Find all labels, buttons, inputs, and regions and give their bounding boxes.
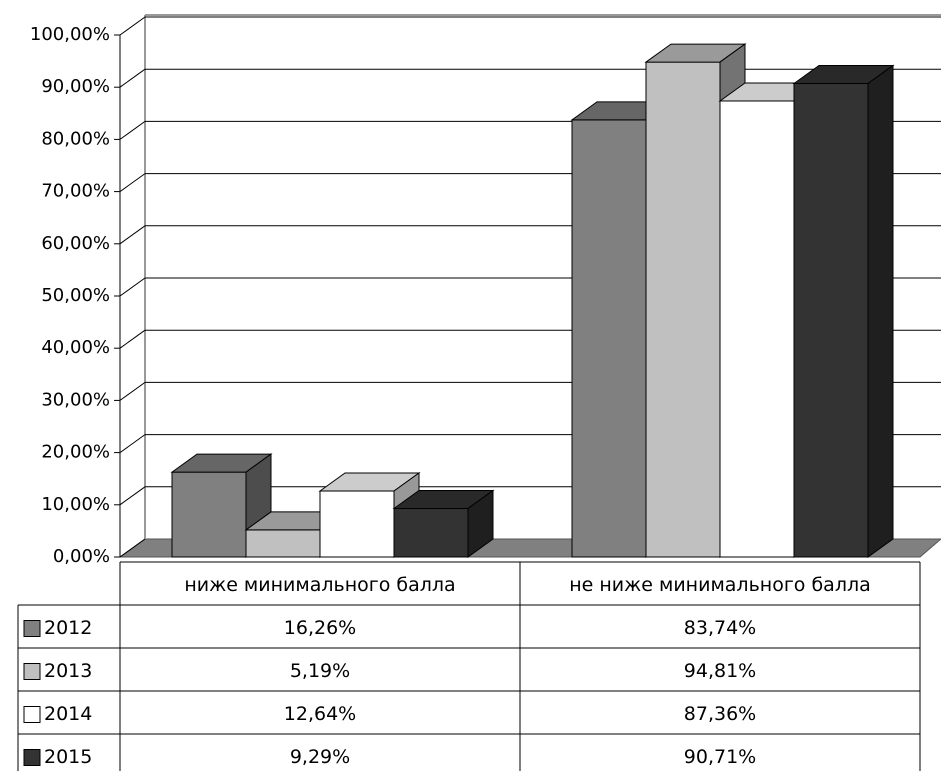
bar xyxy=(645,61,721,558)
bar xyxy=(171,471,247,558)
tick-diagonal xyxy=(119,173,146,193)
y-tick-label: 70,00% xyxy=(41,181,110,202)
value-label: 87,36% xyxy=(684,703,756,725)
tick-diagonal xyxy=(119,434,146,454)
y-tick-label: 0,00% xyxy=(53,546,110,567)
tick-diagonal xyxy=(119,381,146,401)
tick-diagonal xyxy=(119,538,146,558)
y-tick-label: 90,00% xyxy=(41,76,110,97)
y-tick-label: 50,00% xyxy=(41,285,110,306)
bars xyxy=(170,43,895,558)
value-label: 16,26% xyxy=(284,617,356,639)
tick-diagonal xyxy=(119,277,146,297)
legend-label: 2014 xyxy=(44,703,92,725)
y-tick-label: 40,00% xyxy=(41,337,110,358)
bar xyxy=(719,100,795,558)
tick-diagonal xyxy=(119,329,146,349)
legend-swatch xyxy=(23,749,41,766)
legend-swatch xyxy=(23,706,41,723)
legend-label: 2013 xyxy=(44,660,92,682)
value-label: 12,64% xyxy=(284,703,356,725)
y-tick-label: 20,00% xyxy=(41,442,110,463)
bar xyxy=(393,508,469,558)
bar-side xyxy=(467,489,494,558)
legend-label: 2015 xyxy=(44,746,92,768)
legend-swatch xyxy=(23,620,41,637)
bar xyxy=(319,490,395,558)
legend-label: 2012 xyxy=(44,617,92,639)
value-label: 94,81% xyxy=(684,660,756,682)
tick-diagonal xyxy=(119,120,146,140)
bar xyxy=(571,119,647,558)
value-label: 9,29% xyxy=(290,746,350,768)
tick-diagonal xyxy=(119,486,146,506)
data-table: ниже минимального балла не ниже минимальн… xyxy=(17,561,921,771)
tick-diagonal xyxy=(119,16,146,36)
value-label: 5,19% xyxy=(290,660,350,682)
value-label: 90,71% xyxy=(684,746,756,768)
bar xyxy=(245,529,321,558)
value-label: 83,74% xyxy=(684,617,756,639)
bar xyxy=(793,82,869,558)
tick-diagonal xyxy=(119,225,146,245)
category-label: ниже минимального балла xyxy=(184,574,455,596)
y-tick-label: 100,00% xyxy=(30,24,110,45)
legend-swatch xyxy=(23,663,41,680)
y-tick-label: 80,00% xyxy=(41,128,110,149)
bar-side xyxy=(867,64,894,558)
tick-diagonal xyxy=(119,68,146,88)
y-tick-label: 10,00% xyxy=(41,494,110,515)
y-tick-label: 60,00% xyxy=(41,233,110,254)
y-tick-label: 30,00% xyxy=(41,389,110,410)
category-label: не ниже минимального балла xyxy=(569,574,871,596)
